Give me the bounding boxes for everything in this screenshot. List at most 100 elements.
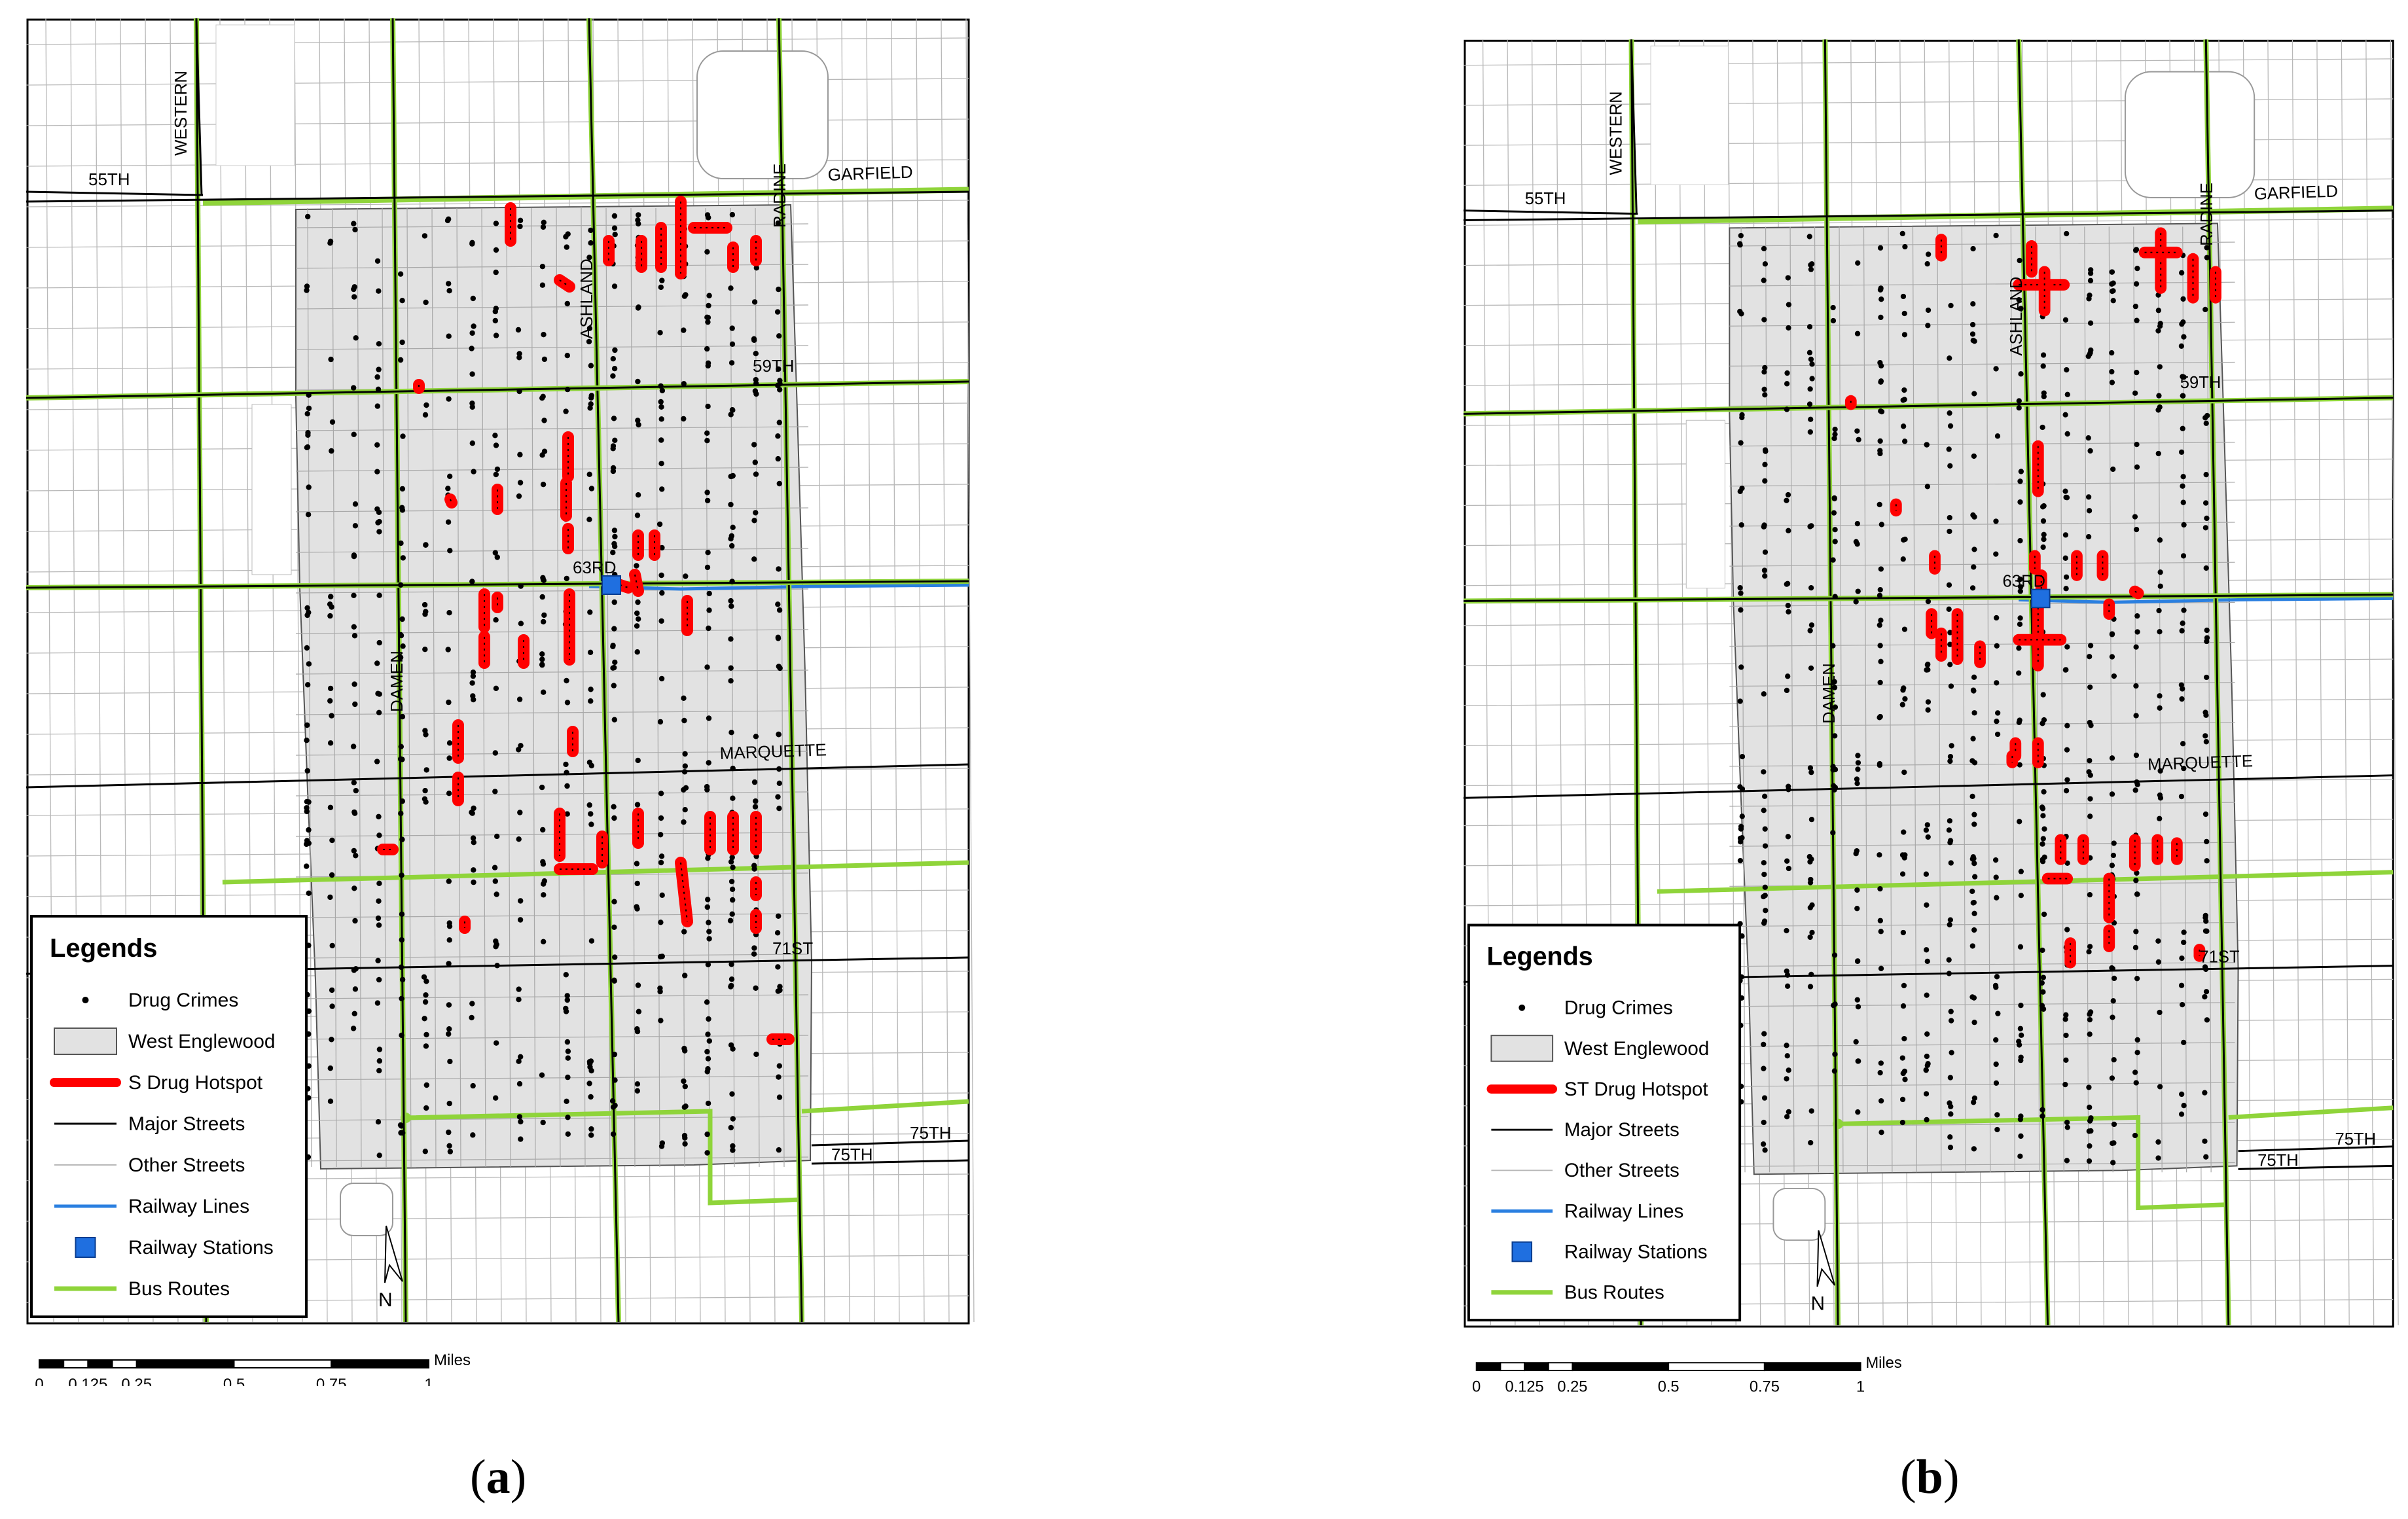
drug-crime-dot: [352, 811, 357, 816]
drug-crime-dot: [1784, 1114, 1789, 1119]
drug-crime-dot: [658, 437, 664, 442]
drug-crime-dot: [494, 270, 499, 275]
drug-crime-dot: [1786, 866, 1791, 871]
drug-crime-dot: [2158, 584, 2163, 589]
drug-crime-dot: [2041, 503, 2047, 509]
drug-crime-dot: [681, 327, 686, 332]
drug-crime-dot: [2111, 1140, 2116, 1145]
drug-crime-dot: [377, 1058, 382, 1063]
drug-crime-dot: [1877, 886, 1882, 891]
drug-crime-dot: [730, 525, 736, 530]
drug-crime-dot: [304, 723, 310, 728]
drug-crime-dot: [776, 766, 782, 772]
drug-crime-dot: [1925, 261, 1930, 266]
drug-crime-dot: [516, 327, 521, 332]
drug-crime-dot: [1761, 894, 1766, 899]
drug-crime-dot: [516, 747, 521, 752]
drug-crime-dot: [704, 431, 710, 436]
drug-crime-dot: [2179, 450, 2184, 455]
drug-crime-dot: [2204, 839, 2209, 844]
drug-crime-dot: [1808, 585, 1814, 590]
drug-crime-dot: [1901, 294, 1906, 299]
drug-crime-dot: [2132, 391, 2138, 396]
drug-crime-dot: [775, 309, 780, 314]
label-63rd: 63RD: [2003, 573, 2046, 591]
drug-crime-dot: [376, 916, 381, 921]
drug-crime-dot: [518, 898, 523, 903]
drug-crime-dot: [376, 519, 382, 524]
drug-crime-dot: [376, 529, 382, 534]
drug-crime-dot: [446, 520, 451, 525]
map-panel-a: WESTERN 55TH GARFIELD RADINE ASHLAND 59TH 63RD…: [26, 18, 982, 1386]
drug-crime-dot: [541, 619, 546, 624]
drug-crime-dot: [1926, 308, 1931, 313]
drug-crime-dot: [1784, 859, 1789, 864]
drug-crime-dot: [2087, 758, 2092, 763]
drug-crime-dot: [469, 371, 475, 376]
drug-crime-dot: [374, 469, 380, 474]
drug-crime-dot: [2204, 989, 2209, 994]
drug-crime-dot: [1969, 994, 1975, 999]
drug-crime-dot: [1878, 245, 1883, 251]
drug-crime-dot: [2180, 393, 2185, 399]
drug-crime-dot: [1947, 818, 1952, 823]
legend-symbol: [82, 997, 89, 1003]
drug-crime-dot: [469, 680, 475, 685]
drug-crime-dot: [2155, 938, 2161, 944]
blank-block: [1651, 46, 1728, 185]
drug-crime-dot: [2109, 369, 2114, 374]
drug-crime-dot: [1855, 331, 1860, 336]
drug-crime-dot: [376, 387, 381, 392]
drug-crime-dot: [1762, 1096, 1767, 1101]
drug-crime-dot: [2087, 1128, 2092, 1134]
drug-crime-dot: [2203, 967, 2208, 972]
drug-crime-dot: [1948, 1145, 1953, 1150]
drug-crime-dot: [2040, 1113, 2045, 1118]
drug-crime-dot: [1900, 852, 1905, 857]
drug-crime-dot: [2134, 629, 2140, 634]
drug-crime-dot: [2181, 929, 2186, 935]
drug-crime-dot: [469, 1001, 475, 1006]
drug-crime-dot: [704, 249, 710, 255]
drug-crime-dot: [2017, 405, 2022, 410]
drug-crime-dot: [587, 609, 592, 615]
drug-crime-dot: [706, 607, 711, 613]
drug-crime-dot: [471, 296, 476, 301]
drug-crime-dot: [728, 1125, 734, 1130]
drug-crime-dot: [376, 289, 381, 294]
drug-crime-dot: [751, 338, 757, 343]
drug-crime-dot: [1924, 442, 1930, 447]
legend-hotspot: S Drug Hotspot: [128, 1072, 263, 1094]
drug-crime-dot: [776, 456, 781, 461]
drug-crime-dot: [540, 575, 545, 581]
scale-tick-label: 0.75: [316, 1376, 347, 1386]
drug-crime-dot: [1995, 732, 2000, 737]
drug-crime-dot: [1762, 478, 1767, 484]
drug-crime-dot: [611, 815, 617, 821]
drug-crime-dot: [398, 357, 403, 363]
legend-symbol: [54, 1028, 117, 1054]
drug-crime-dot: [2018, 1058, 2023, 1063]
drug-crime-dot: [471, 835, 476, 840]
drug-crime-dot: [327, 240, 332, 245]
drug-crime-dot: [705, 212, 710, 217]
drug-crime-dot: [2203, 500, 2208, 505]
drug-crime-dot: [375, 958, 380, 963]
drug-crime-dot: [1948, 423, 1953, 429]
drug-crime-dot: [705, 550, 710, 555]
drug-crime-dot: [2088, 321, 2093, 326]
drug-crime-dot: [2133, 929, 2138, 934]
drug-crime-dot: [351, 432, 357, 437]
drug-crime-dot: [1809, 1108, 1814, 1113]
drug-crime-dot: [399, 340, 404, 345]
drug-crime-dot: [329, 448, 334, 454]
drug-crime-dot: [1993, 857, 1998, 863]
drug-crime-dot: [611, 1132, 616, 1137]
drug-crime-dot: [539, 785, 545, 790]
drug-crime-dot: [2087, 892, 2093, 897]
drug-crime-dot: [374, 660, 380, 666]
drug-crime-dot: [611, 925, 617, 930]
drug-crime-dot: [2088, 772, 2093, 777]
drug-crime-dot: [471, 806, 476, 811]
drug-crime-dot: [1761, 769, 1766, 774]
